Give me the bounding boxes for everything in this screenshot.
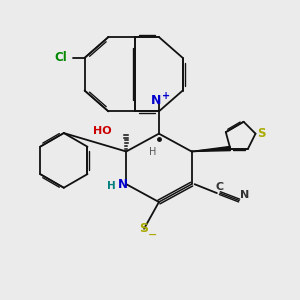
Text: S: S — [257, 127, 266, 140]
Text: −: − — [148, 230, 158, 240]
Text: HO: HO — [93, 126, 112, 136]
Text: N: N — [241, 190, 250, 200]
Text: H: H — [149, 147, 157, 158]
Text: S: S — [140, 222, 148, 235]
Text: +: + — [162, 91, 170, 100]
Text: N: N — [118, 178, 128, 191]
Polygon shape — [192, 146, 230, 152]
Text: Cl: Cl — [55, 51, 67, 64]
Text: C: C — [216, 182, 224, 192]
Text: H: H — [107, 181, 116, 191]
Text: N: N — [151, 94, 161, 107]
